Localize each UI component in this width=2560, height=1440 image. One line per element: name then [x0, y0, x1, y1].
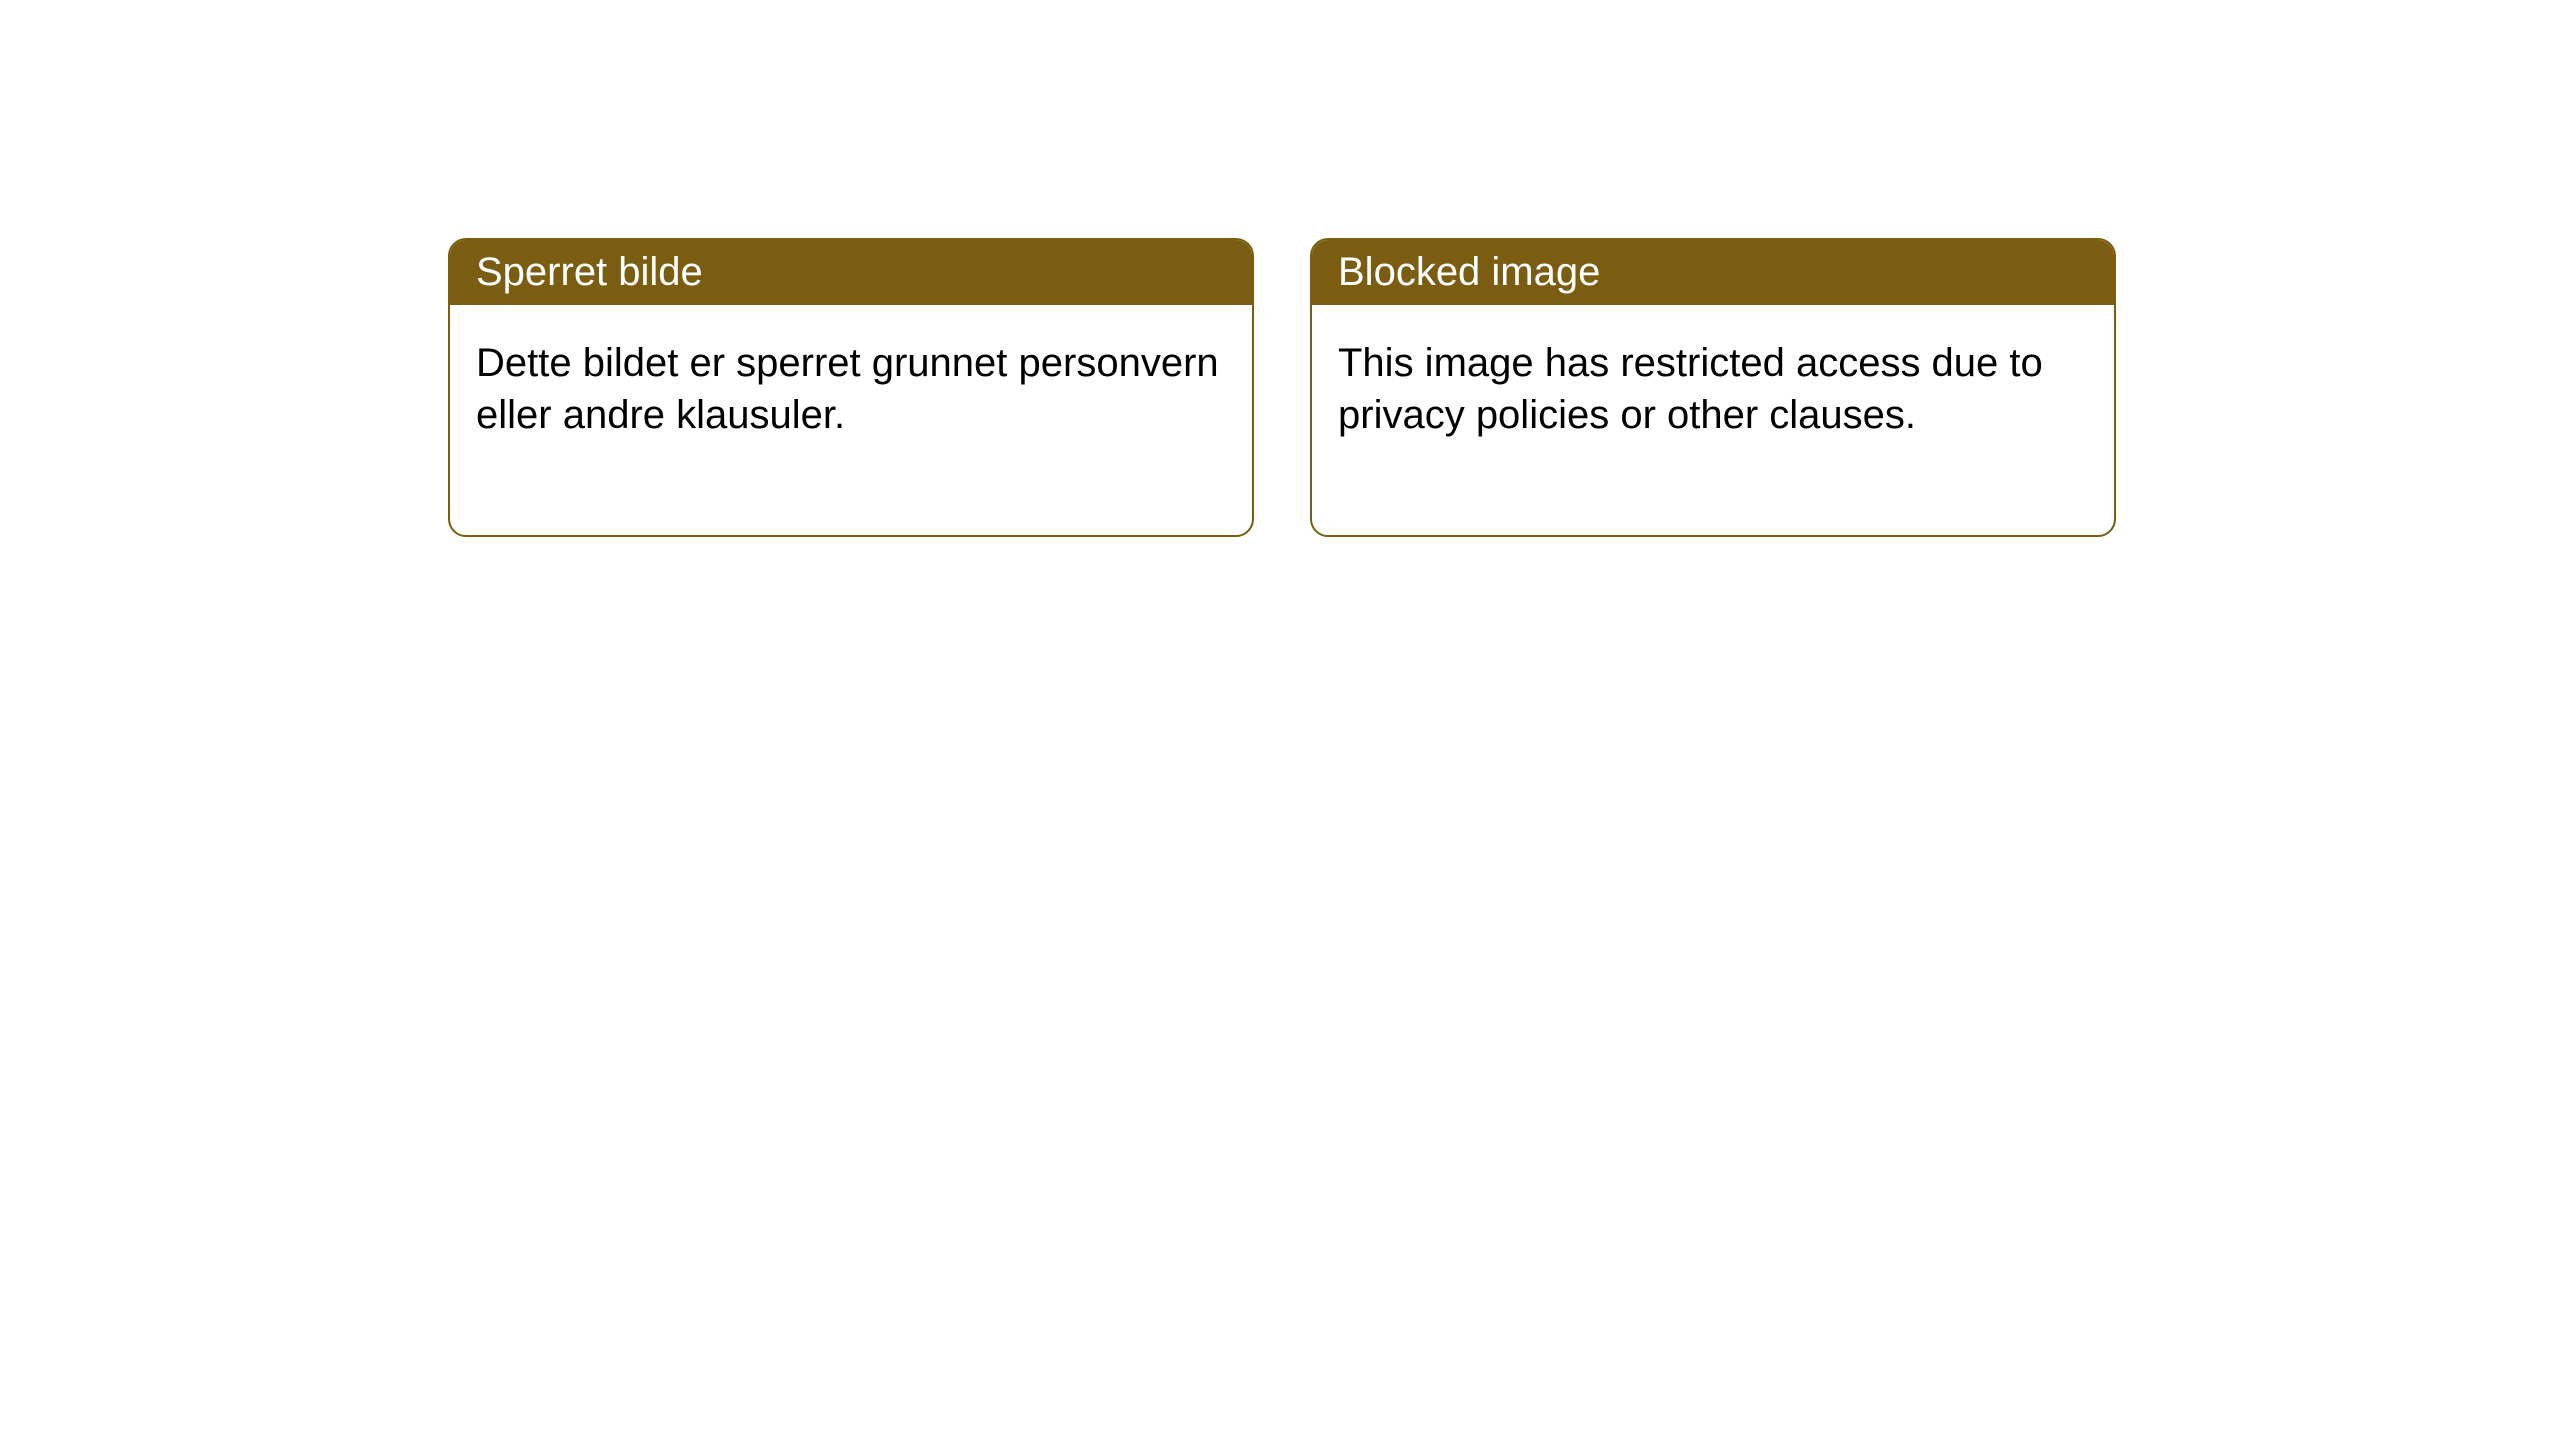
notice-card-english: Blocked image This image has restricted …: [1310, 238, 2116, 537]
notice-message: Dette bildet er sperret grunnet personve…: [476, 341, 1219, 437]
notice-card-norwegian: Sperret bilde Dette bildet er sperret gr…: [448, 238, 1254, 537]
notice-card-body: This image has restricted access due to …: [1312, 305, 2114, 535]
notice-message: This image has restricted access due to …: [1338, 341, 2043, 437]
notice-title: Blocked image: [1338, 250, 1600, 294]
notice-card-header: Sperret bilde: [450, 240, 1252, 305]
notice-card-body: Dette bildet er sperret grunnet personve…: [450, 305, 1252, 535]
notice-cards-container: Sperret bilde Dette bildet er sperret gr…: [448, 238, 2116, 537]
notice-card-header: Blocked image: [1312, 240, 2114, 305]
notice-title: Sperret bilde: [476, 250, 703, 294]
